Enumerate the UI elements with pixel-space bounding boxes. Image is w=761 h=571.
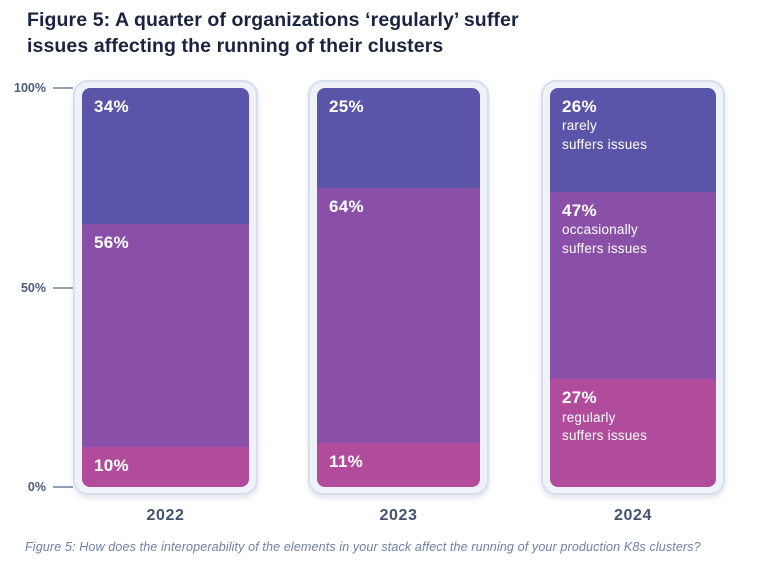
bar-stack-2024: 26% rarely suffers issues 47% occasionally …	[550, 88, 716, 487]
segment-value-label: 47%	[562, 200, 597, 220]
segment-value-label: 10%	[94, 456, 129, 476]
bar-segment-2022-rarely: 34%	[82, 88, 249, 224]
segment-value-label: 25%	[329, 97, 364, 116]
segment-series-label: regularly suffers issues	[562, 409, 648, 444]
x-axis-label-2024: 2024	[614, 507, 652, 524]
ytick-label-100: 100%	[14, 81, 46, 95]
bar-card-2022: 34% 56% 10%	[73, 80, 258, 495]
figure-caption: Figure 5: How does the interoperability …	[25, 540, 701, 554]
ytick-mark-100	[53, 87, 73, 89]
bar-segment-2022-regularly: 10%	[82, 447, 249, 487]
ytick-mark-0	[53, 486, 73, 488]
x-axis-label-2022: 2022	[146, 507, 185, 524]
figure-title: Figure 5: A quarter of organizations ‘re…	[27, 9, 519, 58]
bar-stack-2023: 25% 64% 11%	[317, 88, 480, 487]
x-axis-label-2023: 2023	[379, 507, 418, 524]
segment-value-label: 64%	[329, 196, 364, 216]
segment-value-label: 34%	[94, 97, 129, 116]
bar-segment-2024-rarely: 26% rarely suffers issues	[550, 88, 716, 192]
segment-value-label: 27%	[562, 388, 597, 408]
bar-segment-2023-rarely: 25%	[317, 88, 480, 188]
bar-segment-2022-occasionally: 56%	[82, 223, 249, 448]
bar-segment-2023-occasionally: 64%	[317, 187, 480, 444]
bar-card-2023: 25% 64% 11%	[308, 80, 489, 495]
bar-segment-2024-occasionally: 47% occasionally suffers issues	[550, 191, 716, 380]
segment-series-label: occasionally suffers issues	[562, 221, 648, 256]
bar-stack-2022: 34% 56% 10%	[82, 88, 249, 487]
segment-value-label: 11%	[329, 452, 363, 472]
bar-card-2024: 26% rarely suffers issues 47% occasionally …	[541, 80, 725, 495]
segment-value-label: 56%	[94, 232, 129, 252]
ytick-label-0: 0%	[27, 480, 46, 494]
bar-segment-2023-regularly: 11%	[317, 443, 480, 487]
ytick-mark-50	[53, 287, 73, 289]
segment-value-label: 26%	[562, 97, 597, 116]
ytick-label-50: 50%	[20, 281, 46, 295]
bar-segment-2024-regularly: 27% regularly suffers issues	[550, 379, 716, 487]
segment-series-label: rarely suffers issues	[562, 118, 648, 153]
